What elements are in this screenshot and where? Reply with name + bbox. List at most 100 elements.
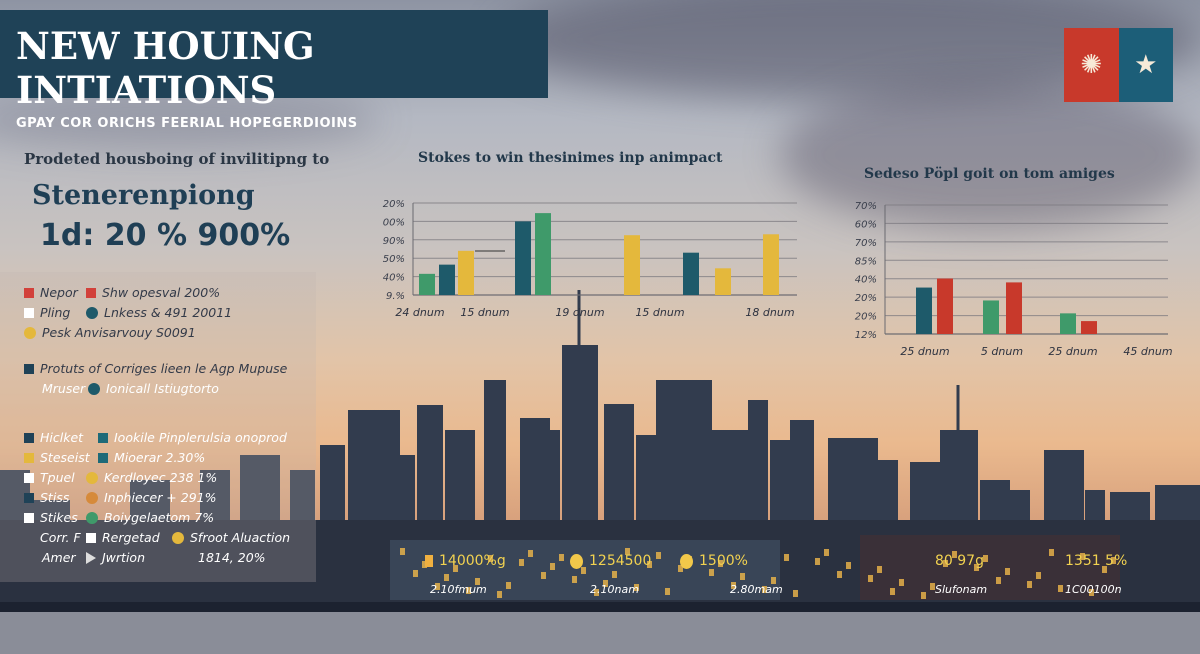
- y-tick-label: 12%: [855, 330, 877, 341]
- water: [0, 612, 1200, 654]
- y-tick-label: 85%: [855, 256, 877, 267]
- x-tick-label: 18 dnum: [745, 306, 794, 319]
- lit-window: [1058, 585, 1063, 592]
- bar: [683, 252, 699, 295]
- legend-item: Ionicall Istiugtorto: [88, 381, 219, 396]
- legend-item: 1814, 20%: [198, 550, 266, 565]
- legend-label: Tpuel: [40, 470, 75, 485]
- lit-window: [488, 555, 493, 562]
- lit-window: [453, 565, 458, 572]
- dot-icon: [24, 326, 36, 339]
- stat-value: 1500%: [680, 553, 748, 569]
- swatch-icon: [86, 287, 96, 298]
- lit-window: [612, 571, 617, 578]
- bar: [419, 273, 435, 295]
- lit-window: [784, 554, 789, 561]
- x-tick-label: 19 dnum: [555, 306, 604, 319]
- apartment-block: [860, 535, 1120, 600]
- bar: [1006, 282, 1022, 334]
- legend-item: Pesk Anvisarvouy S0091: [24, 325, 196, 340]
- legend-label: Boiygelaetom 7%: [104, 510, 215, 525]
- legend-item: Stikes: [24, 510, 78, 525]
- bar: [763, 234, 779, 295]
- stat-value: 14000%g: [425, 553, 506, 569]
- coin-icon: [570, 553, 583, 569]
- legend-label: Iookile Pinplerulsia onoprod: [114, 430, 287, 445]
- bar: [458, 250, 474, 295]
- chart1-title: Stokes to win thesinimes inp animpact: [418, 150, 723, 166]
- lit-window: [996, 577, 1001, 584]
- legend-item: Tpuel: [24, 470, 75, 485]
- lit-window: [731, 582, 736, 589]
- legend-item: Boiygelaetom 7%: [86, 510, 214, 525]
- swatch-icon: [24, 363, 34, 374]
- bar: [439, 264, 455, 295]
- stat-value: 1254500: [570, 553, 651, 569]
- legend-item: Steseist: [24, 450, 90, 465]
- legend-label: Stikes: [40, 510, 78, 525]
- lit-window: [1089, 589, 1094, 596]
- swatch-icon: [24, 472, 34, 483]
- lit-window: [877, 566, 882, 573]
- lit-window: [771, 577, 776, 584]
- x-tick-label: 25 dnum: [1048, 345, 1097, 358]
- lit-window: [793, 590, 798, 597]
- lit-window: [1080, 553, 1085, 560]
- raccoon-emblem-icon: ✺: [1064, 28, 1119, 102]
- legend-item: Lnkess & 491 20011: [86, 305, 232, 320]
- swatch-icon: [98, 432, 108, 443]
- swatch-icon: [24, 307, 34, 318]
- lit-window: [1049, 549, 1054, 556]
- legend-label: Corr. F: [40, 530, 81, 545]
- legend-item: Amer: [42, 550, 76, 565]
- x-tick-label: 45 dnum: [1123, 345, 1172, 358]
- bar: [535, 213, 551, 295]
- lit-window: [930, 583, 935, 590]
- legend-label: Stiss: [40, 490, 70, 505]
- flag-emblem: ✺ ★: [1064, 28, 1173, 102]
- legend-item: Nepor: [24, 285, 78, 300]
- swatch-icon: [24, 287, 34, 298]
- lit-window: [594, 589, 599, 596]
- lit-window: [1036, 572, 1041, 579]
- legend-label: Kerdloyec 238 1%: [104, 470, 218, 485]
- y-tick-label: 70%: [855, 201, 877, 212]
- page-title: NEW HOUING INTIATIONS: [16, 24, 315, 112]
- lit-window: [837, 571, 842, 578]
- lit-window: [762, 586, 767, 593]
- y-tick-label: 00%: [383, 217, 405, 228]
- y-tick-label: 70%: [855, 238, 877, 249]
- legend-label: Protuts of Corriges lieen le Agp Mupuse: [40, 361, 288, 376]
- lit-window: [400, 548, 405, 555]
- y-tick-label: 20%: [383, 199, 405, 210]
- page-subtitle: GPAY COR ORICHS FEERIAL HOPEGERDIOINS: [16, 116, 358, 131]
- legend-item: Inphiecer + 291%: [86, 490, 217, 505]
- lit-window: [952, 551, 957, 558]
- lit-window: [943, 560, 948, 567]
- legend-item: Kerdloyec 238 1%: [86, 470, 217, 485]
- y-tick-label: 40%: [855, 275, 877, 286]
- lit-window: [603, 580, 608, 587]
- bar: [916, 287, 932, 334]
- swatch-icon: [86, 551, 96, 564]
- lit-window: [665, 588, 670, 595]
- lit-window: [581, 567, 586, 574]
- lit-window: [656, 552, 661, 559]
- legend-label: Mruser: [42, 381, 86, 396]
- legend-label: Nepor: [40, 285, 78, 300]
- bar: [937, 278, 953, 334]
- legend-label: Steseist: [40, 450, 90, 465]
- legend-label: 1814, 20%: [198, 550, 266, 565]
- lit-window: [550, 563, 555, 570]
- y-tick-label: 50%: [383, 254, 405, 265]
- x-tick-label: 25 dnum: [900, 345, 949, 358]
- stat-label: 2.80mam: [730, 583, 783, 596]
- lit-window: [444, 574, 449, 581]
- legend-item: Sfroot Aluaction: [172, 530, 290, 545]
- stat-label: 1C00100n: [1065, 583, 1122, 596]
- legend-label: Rergetad: [102, 530, 160, 545]
- intro-value: 1d: 20 % 900%: [40, 218, 291, 253]
- y-tick-label: 20%: [855, 312, 877, 323]
- legend-panel: [0, 272, 316, 582]
